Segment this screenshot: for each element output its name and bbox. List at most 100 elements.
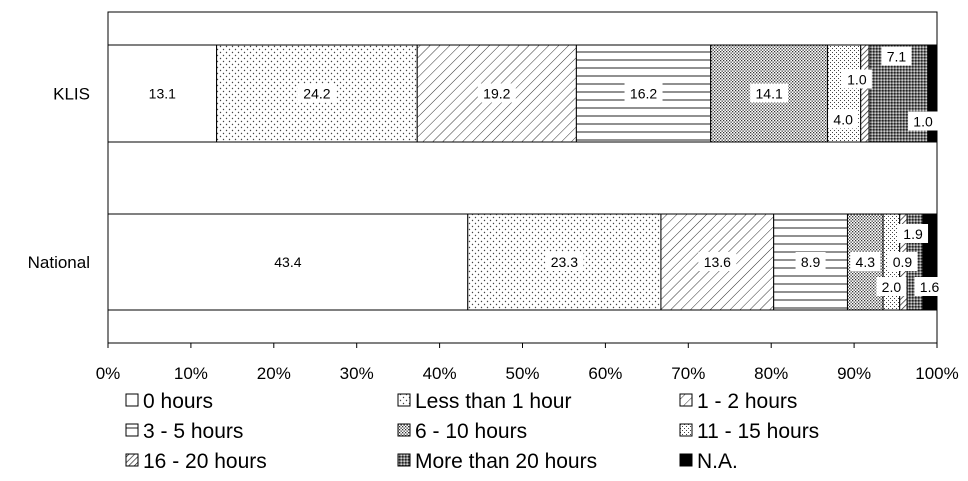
legend-swatch bbox=[679, 423, 693, 437]
x-tick-label-7: 70% bbox=[671, 364, 705, 383]
bar-klis-16-20-hours bbox=[860, 44, 870, 143]
x-tick-label-6: 60% bbox=[588, 364, 622, 383]
legend-label: 0 hours bbox=[143, 390, 213, 413]
data-label-bg bbox=[297, 83, 336, 103]
legend-label: 16 - 20 hours bbox=[143, 450, 267, 473]
data-label-klis-less-than-1-hour: 24.2 bbox=[297, 83, 336, 103]
data-label-bg bbox=[698, 252, 737, 271]
x-axis: KLIS National 0% 10% 20% 30% 40% 50% 60% 70% 80% 90… bbox=[28, 85, 959, 384]
x-tick-label-3: 30% bbox=[340, 364, 374, 383]
data-label-bg bbox=[876, 277, 907, 296]
data-label-bg bbox=[477, 83, 516, 103]
x-tick-label-9: 90% bbox=[837, 364, 871, 383]
legend-swatch bbox=[679, 453, 693, 467]
legend-swatch bbox=[397, 393, 411, 407]
data-label-bg bbox=[750, 83, 789, 103]
data-label-text: 24.2 bbox=[303, 86, 330, 102]
legend-label: More than 20 hours bbox=[415, 450, 597, 473]
data-label-text: 8.9 bbox=[801, 254, 821, 270]
data-label-national-6-10-hours: 4.3 bbox=[850, 252, 881, 271]
data-label-text: 14.1 bbox=[756, 86, 783, 102]
data-label-klis-0-hours: 13.1 bbox=[143, 83, 182, 103]
category-label-national: National bbox=[28, 253, 90, 272]
data-label-text: 16.2 bbox=[630, 86, 657, 102]
legend-label: 3 - 5 hours bbox=[143, 420, 243, 443]
data-label-national-16-20-hours: 0.9 bbox=[887, 252, 918, 271]
data-label-national-11-15-hours: 2.0 bbox=[876, 277, 907, 296]
data-label-national-3-5-hours: 8.9 bbox=[795, 252, 826, 271]
data-label-text: 4.0 bbox=[833, 112, 853, 128]
data-label-klis-n-a: 1.0 bbox=[908, 111, 939, 131]
legend-label: 11 - 15 hours bbox=[697, 420, 819, 443]
x-tick-label-10: 100% bbox=[915, 364, 958, 383]
data-label-bg bbox=[268, 252, 307, 271]
legend-swatch bbox=[125, 393, 139, 407]
category-label-klis: KLIS bbox=[53, 85, 90, 104]
data-label-bg bbox=[914, 277, 945, 296]
x-tick-label-2: 20% bbox=[257, 364, 291, 383]
data-label-text: 13.6 bbox=[704, 254, 731, 270]
data-label-klis-1-2-hours: 19.2 bbox=[477, 83, 516, 103]
data-label-bg bbox=[841, 69, 872, 89]
data-label-bg bbox=[850, 252, 881, 271]
data-label-bg bbox=[881, 46, 912, 66]
legend-item-0-hours: 0 hours bbox=[125, 390, 213, 413]
data-label-klis-16-20-hours: 1.0 bbox=[841, 69, 872, 89]
legend-item-6-10-hours: 6 - 10 hours bbox=[397, 420, 527, 443]
legend-item-1-2-hours: 1 - 2 hours bbox=[679, 390, 797, 413]
data-label-text: 2.0 bbox=[882, 279, 902, 295]
data-label-text: 7.1 bbox=[887, 49, 907, 65]
data-label-national-n-a: 1.6 bbox=[914, 277, 945, 296]
legend: 0 hours Less than 1 hour 1 - 2 hours 3 - 5 … bbox=[125, 390, 819, 473]
data-label-bg bbox=[795, 252, 826, 271]
data-label-text: 1.6 bbox=[920, 279, 940, 295]
legend-item-more-than-20-hours: More than 20 hours bbox=[397, 450, 597, 473]
data-label-text: 43.4 bbox=[274, 254, 301, 270]
x-tick-label-1: 10% bbox=[174, 364, 208, 383]
data-label-text: 13.1 bbox=[149, 86, 176, 102]
legend-swatch bbox=[125, 423, 139, 437]
data-label-klis-3-5-hours: 16.2 bbox=[624, 83, 663, 103]
data-label-text: 4.3 bbox=[856, 254, 876, 270]
data-label-bg bbox=[908, 111, 939, 131]
x-tick-label-4: 40% bbox=[423, 364, 457, 383]
data-label-national-0-hours: 43.4 bbox=[268, 252, 307, 271]
data-label-text: 19.2 bbox=[483, 86, 510, 102]
legend-label: Less than 1 hour bbox=[415, 390, 571, 413]
legend-swatch bbox=[397, 453, 411, 467]
data-label-klis-more-than-20-hours: 7.1 bbox=[881, 46, 912, 66]
data-label-bg bbox=[828, 109, 859, 129]
legend-label: 6 - 10 hours bbox=[415, 420, 527, 443]
legend-item-3-5-hours: 3 - 5 hours bbox=[125, 420, 243, 443]
bars-layer bbox=[107, 44, 937, 311]
data-label-national-less-than-1-hour: 23.3 bbox=[545, 252, 584, 271]
data-label-bg bbox=[624, 83, 663, 103]
data-label-bg bbox=[887, 252, 918, 271]
legend-swatch bbox=[397, 423, 411, 437]
data-label-text: 0.9 bbox=[893, 254, 913, 270]
x-tick-label-0: 0% bbox=[96, 364, 121, 383]
data-label-text: 23.3 bbox=[551, 254, 578, 270]
x-tick-label-8: 80% bbox=[754, 364, 788, 383]
bar-klis-n-a bbox=[927, 44, 937, 143]
legend-item-n-a: N.A. bbox=[679, 450, 738, 473]
data-label-text: 1.9 bbox=[903, 226, 923, 242]
data-label-text: 1.0 bbox=[913, 114, 933, 130]
data-label-national-more-than-20-hours: 1.9 bbox=[898, 224, 929, 243]
legend-label: 1 - 2 hours bbox=[697, 390, 797, 413]
data-label-bg bbox=[143, 83, 182, 103]
data-label-bg bbox=[898, 224, 929, 243]
data-label-bg bbox=[545, 252, 584, 271]
legend-item-11-15-hours: 11 - 15 hours bbox=[679, 420, 819, 443]
legend-swatch bbox=[125, 453, 139, 467]
data-label-klis-11-15-hours: 4.0 bbox=[828, 109, 859, 129]
legend-swatch bbox=[679, 393, 693, 407]
x-tick-label-5: 50% bbox=[505, 364, 539, 383]
legend-item-16-20-hours: 16 - 20 hours bbox=[125, 450, 267, 473]
legend-item-less-than-1-hour: Less than 1 hour bbox=[397, 390, 571, 413]
data-label-text: 1.0 bbox=[847, 72, 867, 88]
legend-label: N.A. bbox=[697, 450, 738, 473]
data-label-national-1-2-hours: 13.6 bbox=[698, 252, 737, 271]
data-labels-layer: 13.1 24.2 19.2 16.2 14.1 4.0 1.0 7.1 1.0 43.4 23.3… bbox=[143, 46, 945, 296]
